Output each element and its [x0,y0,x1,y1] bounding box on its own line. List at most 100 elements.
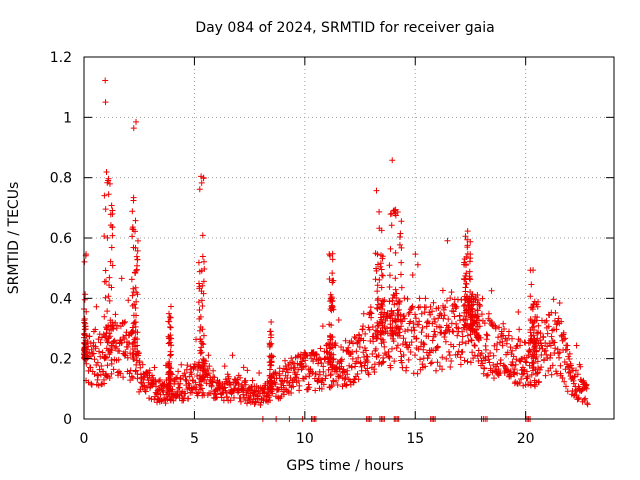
data-point [320,363,327,370]
data-point [171,378,178,385]
data-point [548,333,555,340]
data-point [267,361,274,368]
data-point [442,304,449,311]
data-point [85,379,92,386]
data-point [166,314,173,321]
data-point [455,325,462,332]
data-point [327,371,334,378]
data-point [106,375,113,382]
data-point [325,366,332,373]
data-point [570,367,577,374]
data-point [495,366,502,373]
data-point [133,253,140,260]
data-point [527,267,534,274]
data-point [527,316,534,323]
data-point [200,278,207,285]
data-point [457,317,464,324]
data-point [504,337,511,344]
data-point [459,339,466,346]
data-point [406,309,413,316]
data-point [322,372,329,379]
data-point [205,370,212,377]
data-point [130,125,137,132]
data-point [132,269,139,276]
data-point [379,297,386,304]
data-point [477,302,484,309]
data-point [512,361,519,368]
data-point [548,371,555,378]
data-point [516,326,523,333]
data-point [442,338,449,345]
data-point [102,206,109,213]
data-point [544,330,551,337]
data-point [198,297,205,304]
data-point [266,359,273,366]
data-point [462,272,469,279]
data-point [193,384,200,391]
data-point [390,309,397,316]
data-point [515,309,522,316]
data-point [266,394,273,401]
data-point [462,233,469,240]
data-point [313,351,320,358]
data-point [392,212,399,219]
data-point [342,337,349,344]
data-point [386,298,393,305]
data-point [406,342,413,349]
data-point [531,335,538,342]
data-point [327,336,334,343]
data-point [132,343,139,350]
data-point [133,361,140,368]
data-point [304,352,311,359]
data-point [375,322,382,329]
data-point [422,363,429,370]
data-point [195,259,202,266]
data-point [471,342,478,349]
data-point [398,218,405,225]
data-point [511,366,518,373]
data-point [454,351,461,358]
data-point [443,355,450,362]
data-point [185,395,192,402]
y-tick-label: 0.2 [50,352,72,368]
data-point [105,191,112,198]
data-point [561,378,568,385]
data-point [414,370,421,377]
data-point [101,278,108,285]
data-point [497,357,504,364]
data-point [132,367,139,374]
data-point [101,192,108,199]
data-point [391,301,398,308]
data-point [542,372,549,379]
data-point [167,324,174,331]
data-point [468,336,475,343]
data-point [532,355,539,362]
data-point [494,361,501,368]
data-point [362,330,369,337]
data-point [427,311,434,318]
data-point [344,367,351,374]
data-point [529,306,536,313]
data-point [516,379,523,386]
data-point [134,256,141,263]
data-point [448,358,455,365]
data-point [200,174,207,181]
data-point [395,306,402,313]
data-point [488,287,495,294]
data-point [133,289,140,296]
data-point [195,389,202,396]
data-point [535,329,542,336]
data-point [293,371,300,378]
data-point [124,354,131,361]
data-point [374,282,381,289]
data-point [507,344,514,351]
data-point [85,367,92,374]
data-point [555,315,562,322]
data-point [542,347,549,354]
data-point [404,326,411,333]
data-point [329,256,336,263]
data-point [267,379,274,386]
data-point [556,354,563,361]
data-point [375,301,382,308]
data-point [571,373,578,380]
